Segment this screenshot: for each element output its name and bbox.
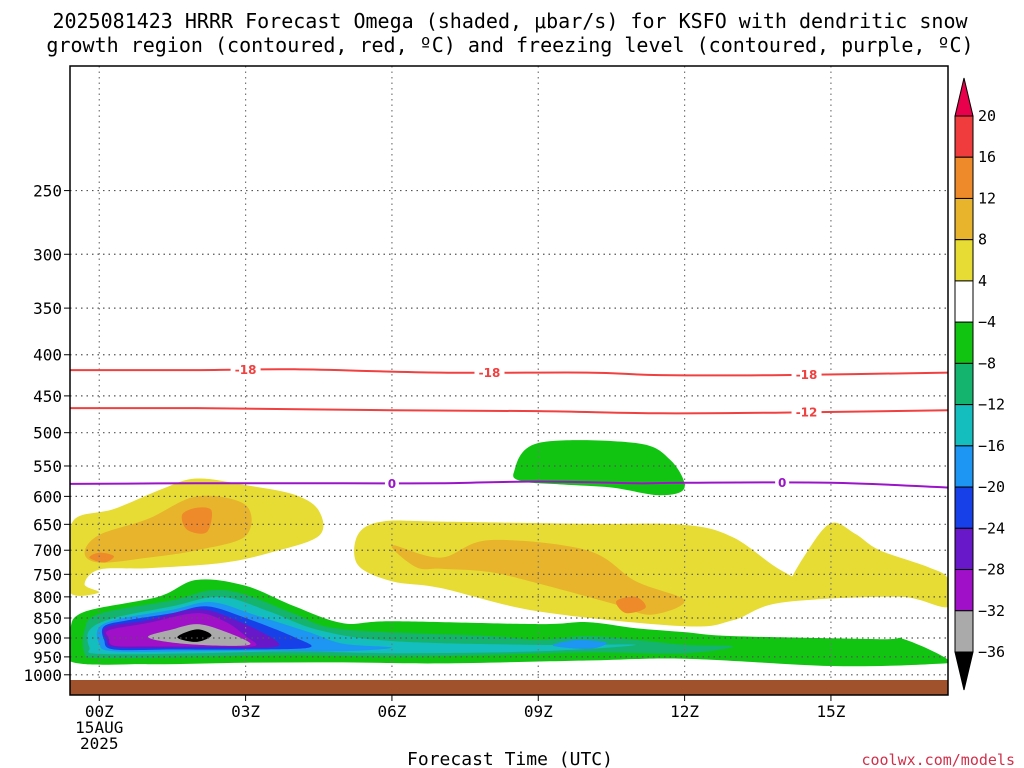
colorbar-label: −32: [978, 602, 1005, 620]
y-tick-label: 300: [33, 245, 62, 264]
contour-line-dgz-minus-18: [70, 368, 948, 377]
contour-label-bg: [775, 475, 790, 490]
x-date-label: 15AUG: [75, 718, 123, 737]
x-axis-title: Forecast Time (UTC): [407, 749, 613, 768]
colorbar-label: 16: [978, 148, 996, 166]
colorbar-label: −12: [978, 396, 1005, 414]
contour-line-freezing-level-0: [70, 480, 948, 489]
plot-area: -18 -18 -18 -12 0 0: [69, 65, 949, 696]
omega-region-12: [552, 639, 607, 650]
y-tick-label: 350: [33, 299, 62, 318]
credit-text: coolwx.com/models: [861, 751, 1015, 768]
y-tick-label: 700: [33, 541, 62, 560]
y-tick-label: 800: [33, 588, 62, 607]
x-tick-label: 00Z: [85, 702, 114, 721]
y-tick-label: 650: [33, 515, 62, 534]
y-tick-label: 1000: [23, 666, 62, 685]
colorbar-segment: [954, 610, 974, 653]
colorbar-bottom-arrow: [954, 651, 974, 691]
contour-label-freezing-level-0: 0: [778, 476, 786, 490]
y-tick-label: 400: [33, 346, 62, 365]
contour-label-dgz-minus-12: -12: [796, 406, 818, 420]
contour-label-dgz-minus-18: -18: [479, 366, 501, 380]
colorbar-segment: [954, 527, 974, 571]
x-tick-label: 03Z: [231, 702, 260, 721]
omega-region-5: [181, 507, 212, 534]
omega-region-4: [391, 539, 685, 615]
contour-label-bg: [474, 365, 505, 380]
colorbar-segment: [954, 486, 974, 529]
colorbar-top-arrow: [954, 77, 974, 117]
y-tick-label: 600: [33, 487, 62, 506]
contour-label-freezing-level-0: 0: [388, 477, 396, 491]
chart-title-line-2: growth region (contoured, red, ºC) and f…: [46, 33, 973, 57]
plot-frame: [69, 65, 949, 696]
colorbar-segment: [954, 404, 974, 447]
colorbar-segment: [954, 197, 974, 241]
colorbar-segment: [954, 321, 974, 364]
omega-region-17: [177, 629, 212, 642]
y-tick-label: 950: [33, 648, 62, 667]
y-tick-label: 850: [33, 609, 62, 628]
colorbar-label: −28: [978, 561, 1005, 579]
y-tick-label: 550: [33, 457, 62, 476]
colorbar-segment: [954, 239, 974, 282]
x-tick-label: 09Z: [524, 702, 553, 721]
colorbar-segment: [954, 445, 974, 488]
colorbar-segment: [954, 362, 974, 406]
contour-label-bg: [230, 362, 261, 377]
chart-title-line-1: 2025081423 HRRR Forecast Omega (shaded, …: [52, 9, 968, 33]
contour-label-bg: [791, 367, 822, 382]
colorbar-label: −8: [978, 354, 996, 372]
colorbar-label: 20: [978, 107, 996, 125]
colorbar-label: −16: [978, 437, 1005, 455]
colorbar-segment: [954, 115, 974, 158]
colorbar-label: 8: [978, 231, 987, 249]
colorbar: 20 16 12 8 4 −4 −8 −12 −16 −20 −24 −28 −32 −36: [954, 77, 1005, 691]
contours: -18 -18 -18 -12 0 0: [70, 362, 948, 491]
omega-region-7: [616, 596, 646, 614]
y-tick-label: 900: [33, 629, 62, 648]
contour-label-dgz-minus-18: -18: [796, 368, 818, 382]
contour-label-bg: [384, 476, 399, 491]
colorbar-label: −4: [978, 313, 996, 331]
colorbar-segment: [954, 156, 974, 199]
contour-line-dgz-minus-12: [70, 406, 948, 415]
contour-label-bg: [791, 405, 822, 420]
omega-region-2: [786, 522, 948, 608]
ground-strip: [70, 680, 948, 695]
x-date-label: 2025: [80, 734, 119, 753]
colorbar-label: −24: [978, 519, 1005, 537]
y-axis: 2503003504004505005506006507007508008509…: [23, 182, 70, 685]
omega-region-6: [89, 552, 114, 563]
colorbar-segment: [954, 569, 974, 612]
colorbar-label: −20: [978, 478, 1005, 496]
y-tick-label: 500: [33, 424, 62, 443]
colorbar-segment: [954, 280, 974, 323]
contour-label-dgz-minus-18: -18: [235, 363, 257, 377]
y-tick-label: 750: [33, 565, 62, 584]
y-tick-label: 250: [33, 182, 62, 201]
gridlines: [70, 66, 948, 680]
x-tick-label: 06Z: [377, 702, 406, 721]
x-tick-label: 12Z: [670, 702, 699, 721]
colorbar-label: −36: [978, 643, 1005, 661]
colorbar-label: 4: [978, 272, 987, 290]
x-tick-label: 15Z: [816, 702, 845, 721]
colorbar-label: 12: [978, 189, 996, 207]
y-tick-label: 450: [33, 387, 62, 406]
